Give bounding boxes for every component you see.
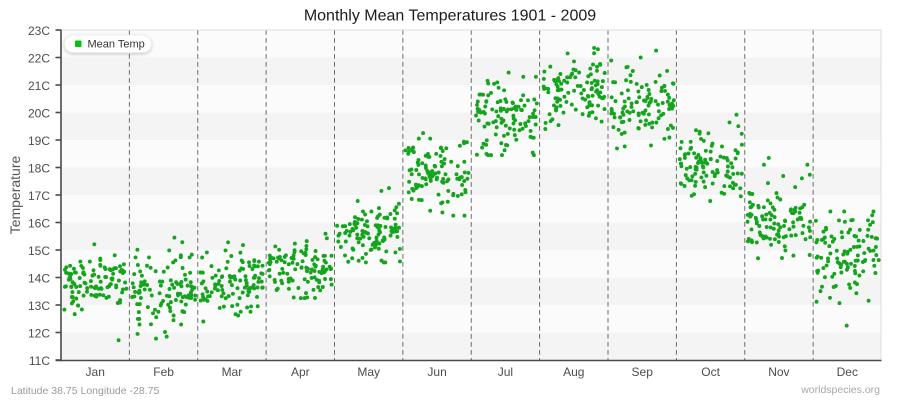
svg-text:Jul: Jul: [498, 365, 513, 379]
svg-text:Dec: Dec: [837, 365, 858, 379]
svg-text:17C: 17C: [28, 189, 50, 203]
svg-text:13C: 13C: [28, 299, 50, 313]
svg-text:Monthly Mean Temperatures 1901: Monthly Mean Temperatures 1901 - 2009: [304, 8, 596, 25]
svg-text:Aug: Aug: [563, 365, 584, 379]
svg-text:20C: 20C: [28, 107, 50, 121]
svg-text:14C: 14C: [28, 272, 50, 286]
svg-text:Feb: Feb: [153, 365, 174, 379]
svg-text:Sep: Sep: [632, 365, 654, 379]
svg-text:Mar: Mar: [222, 365, 243, 379]
svg-text:Jun: Jun: [427, 365, 446, 379]
svg-text:18C: 18C: [28, 162, 50, 176]
svg-text:11C: 11C: [29, 354, 50, 368]
svg-text:22C: 22C: [28, 52, 50, 66]
svg-text:worldspecies.org: worldspecies.org: [800, 384, 880, 396]
svg-text:May: May: [357, 365, 380, 379]
svg-text:21C: 21C: [28, 79, 50, 93]
svg-text:23C: 23C: [28, 24, 50, 38]
svg-text:Mean Temp: Mean Temp: [88, 38, 145, 50]
svg-text:Temperature: Temperature: [7, 155, 23, 234]
svg-text:Latitude 38.75 Longitude -28.7: Latitude 38.75 Longitude -28.75: [11, 385, 159, 397]
svg-text:19C: 19C: [28, 134, 50, 148]
svg-text:12C: 12C: [28, 327, 50, 341]
svg-text:Jan: Jan: [86, 365, 105, 379]
svg-text:15C: 15C: [28, 244, 50, 258]
svg-text:Nov: Nov: [768, 365, 789, 379]
svg-text:Apr: Apr: [291, 365, 310, 379]
svg-text:Oct: Oct: [701, 365, 720, 379]
svg-text:16C: 16C: [28, 217, 50, 231]
